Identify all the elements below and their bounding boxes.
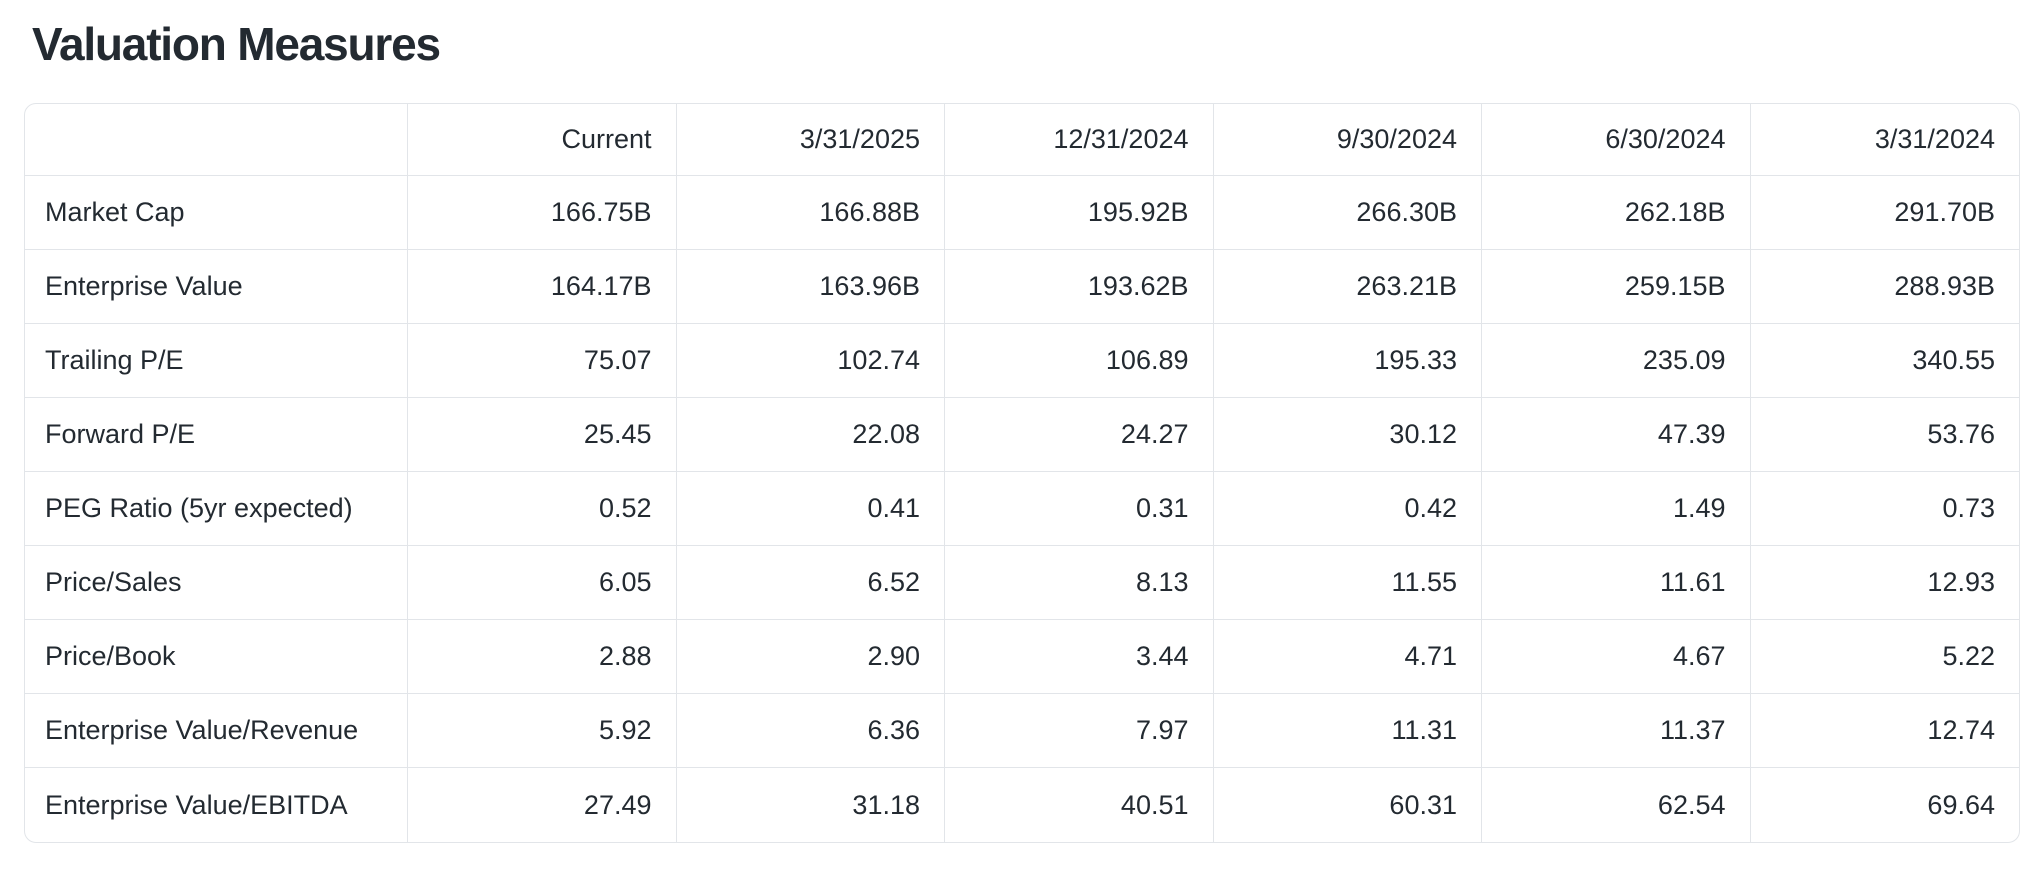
row-label: Enterprise Value — [25, 250, 408, 324]
column-header: 12/31/2024 — [945, 104, 1214, 176]
table-cell: 235.09 — [1482, 324, 1751, 398]
table-cell: 6.36 — [676, 694, 945, 768]
row-label: Forward P/E — [25, 398, 408, 472]
table-cell: 166.75B — [408, 176, 677, 250]
table-cell: 0.52 — [408, 472, 677, 546]
table-cell: 12.93 — [1750, 546, 2019, 620]
column-header: 3/31/2024 — [1750, 104, 2019, 176]
table-cell: 5.92 — [408, 694, 677, 768]
table-cell: 4.67 — [1482, 620, 1751, 694]
table-cell: 195.92B — [945, 176, 1214, 250]
table-row: Enterprise Value 164.17B 163.96B 193.62B 263… — [25, 250, 2019, 324]
table-cell: 8.13 — [945, 546, 1214, 620]
table-cell: 25.45 — [408, 398, 677, 472]
table-cell: 11.55 — [1213, 546, 1482, 620]
row-label: PEG Ratio (5yr expected) — [25, 472, 408, 546]
table-header: Current 3/31/2025 12/31/2024 9/30/2024 6/30/… — [25, 104, 2019, 176]
table-cell: 12.74 — [1750, 694, 2019, 768]
table-cell: 11.37 — [1482, 694, 1751, 768]
table-cell: 47.39 — [1482, 398, 1751, 472]
table-cell: 24.27 — [945, 398, 1214, 472]
row-label: Price/Sales — [25, 546, 408, 620]
table-cell: 30.12 — [1213, 398, 1482, 472]
table-cell: 0.41 — [676, 472, 945, 546]
corner-header-cell — [25, 104, 408, 176]
column-header: Current — [408, 104, 677, 176]
table-cell: 195.33 — [1213, 324, 1482, 398]
table-cell: 31.18 — [677, 768, 945, 842]
table-row: Forward P/E 25.45 22.08 24.27 30.12 47.39 53.7… — [25, 398, 2019, 472]
table-cell: 60.31 — [1214, 768, 1482, 842]
table-cell: 7.97 — [945, 694, 1214, 768]
table-cell: 22.08 — [676, 398, 945, 472]
table-cell: 6.52 — [676, 546, 945, 620]
header-row: Current 3/31/2025 12/31/2024 9/30/2024 6/30/… — [25, 104, 2019, 176]
table-cell: 2.88 — [408, 620, 677, 694]
row-label: Enterprise Value/EBITDA — [25, 768, 408, 842]
table-row: Enterprise Value/Revenue 5.92 6.36 7.97 11.3… — [25, 694, 2019, 768]
row-label: Enterprise Value/Revenue — [25, 694, 408, 768]
table-cell: 262.18B — [1482, 176, 1751, 250]
table-cell: 0.42 — [1213, 472, 1482, 546]
table-cell: 0.73 — [1750, 472, 2019, 546]
page-title: Valuation Measures — [32, 18, 441, 70]
column-header: 3/31/2025 — [676, 104, 945, 176]
table-cell: 193.62B — [945, 250, 1214, 324]
row-label: Price/Book — [25, 620, 408, 694]
table-cell: 291.70B — [1750, 176, 2019, 250]
table-cell: 0.31 — [945, 472, 1214, 546]
table-cell: 164.17B — [408, 250, 677, 324]
table-cell: 4.71 — [1213, 620, 1482, 694]
table-cell: 69.64 — [1927, 789, 1995, 820]
valuation-table-container: Current 3/31/2025 12/31/2024 9/30/2024 6/30/… — [24, 103, 2020, 843]
table-row: Price/Sales 6.05 6.52 8.13 11.55 11.61 12.93 — [25, 546, 2019, 620]
table-cell: 3.44 — [945, 620, 1214, 694]
table-cell: 102.74 — [676, 324, 945, 398]
row-label: Market Cap — [25, 176, 408, 250]
table-cell: 166.88B — [676, 176, 945, 250]
table-cell: 11.31 — [1213, 694, 1482, 768]
table-cell: 27.49 — [408, 768, 677, 842]
column-header: 6/30/2024 — [1482, 104, 1751, 176]
table-cell: 106.89 — [945, 324, 1214, 398]
table-row: PEG Ratio (5yr expected) 0.52 0.41 0.31 0.42… — [25, 472, 2019, 546]
table-row: Enterprise Value/EBITDA 27.49 31.18 40.51 60… — [25, 768, 2019, 842]
table-row: Price/Book 2.88 2.90 3.44 4.71 4.67 5.22 — [25, 620, 2019, 694]
table-cell: 163.96B — [676, 250, 945, 324]
table-row: Market Cap 166.75B 166.88B 195.92B 266.30B 26… — [25, 176, 2019, 250]
table-cell: 263.21B — [1213, 250, 1482, 324]
table-cell: 2.90 — [676, 620, 945, 694]
table-cell: 340.55 — [1750, 324, 2019, 398]
table-cell: 1.49 — [1482, 472, 1751, 546]
table-cell: 53.76 — [1750, 398, 2019, 472]
table-cell: 6.05 — [408, 546, 677, 620]
valuation-measures-table: Current 3/31/2025 12/31/2024 9/30/2024 6/30/… — [24, 103, 2020, 843]
table-body: Market Cap 166.75B 166.88B 195.92B 266.30B 26… — [25, 176, 2019, 842]
table-row: Trailing P/E 75.07 102.74 106.89 195.33 235.0… — [25, 324, 2019, 398]
row-label: Trailing P/E — [25, 324, 408, 398]
table-cell: 259.15B — [1482, 250, 1751, 324]
table-cell: 40.51 — [945, 768, 1214, 842]
table-cell: 62.54 — [1482, 768, 1751, 842]
column-header: 9/30/2024 — [1213, 104, 1482, 176]
table-cell: 266.30B — [1213, 176, 1482, 250]
table-cell: 75.07 — [408, 324, 677, 398]
table-cell: 288.93B — [1750, 250, 2019, 324]
table-cell: 11.61 — [1482, 546, 1751, 620]
table-cell: 5.22 — [1750, 620, 2019, 694]
